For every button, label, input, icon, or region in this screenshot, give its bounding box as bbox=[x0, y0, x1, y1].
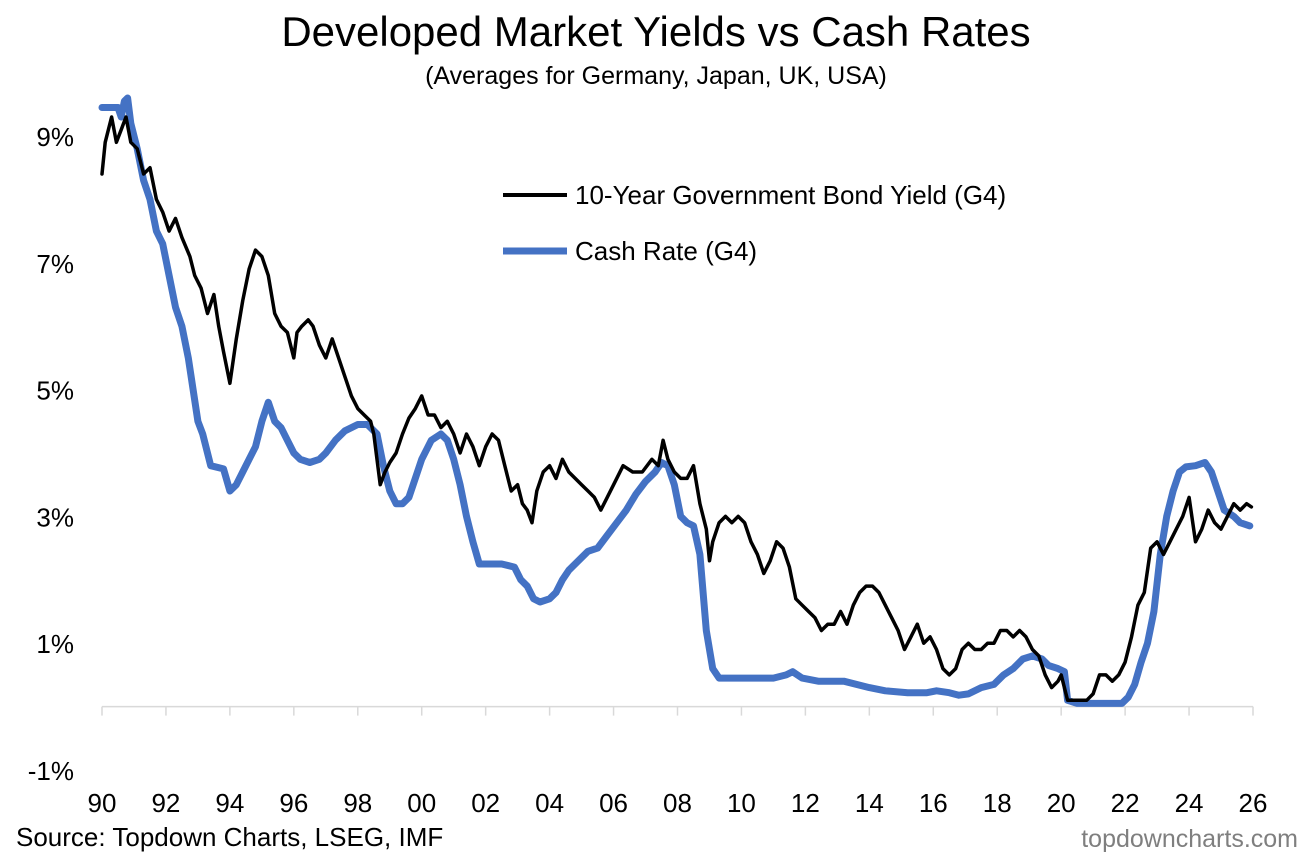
x-tick-label: 04 bbox=[535, 788, 564, 818]
x-tick-label: 06 bbox=[599, 788, 628, 818]
chart-title: Developed Market Yields vs Cash Rates bbox=[281, 8, 1031, 55]
legend-label-bond-yield: 10-Year Government Bond Yield (G4) bbox=[575, 180, 1006, 210]
x-tick-label: 22 bbox=[1111, 788, 1140, 818]
x-tick-label: 24 bbox=[1175, 788, 1204, 818]
x-tick-label: 00 bbox=[407, 788, 436, 818]
x-axis: 90 92 94 96 98 00 02 04 06 08 10 12 14 16 18 20 22 24 26 bbox=[88, 705, 1268, 818]
x-tick-label: 92 bbox=[151, 788, 180, 818]
source-note: Source: Topdown Charts, LSEG, IMF bbox=[16, 822, 444, 852]
x-tick-label: 02 bbox=[471, 788, 500, 818]
x-tick-label: 96 bbox=[279, 788, 308, 818]
x-tick-label: 90 bbox=[88, 788, 117, 818]
y-tick-label: 1% bbox=[36, 629, 74, 659]
y-tick-label: 5% bbox=[36, 376, 74, 406]
y-tick-label: -1% bbox=[28, 756, 74, 786]
y-axis-tick-labels: -1% 1% 3% 5% 7% 9% bbox=[28, 122, 74, 786]
x-tick-label: 94 bbox=[215, 788, 244, 818]
x-tick-label: 16 bbox=[919, 788, 948, 818]
plot-area bbox=[98, 94, 1254, 707]
y-tick-label: 7% bbox=[36, 249, 74, 279]
x-tick-label: 10 bbox=[727, 788, 756, 818]
x-tick-label: 20 bbox=[1047, 788, 1076, 818]
x-tick-label: 08 bbox=[663, 788, 692, 818]
chart-subtitle: (Averages for Germany, Japan, UK, USA) bbox=[425, 62, 887, 90]
x-tick-label: 14 bbox=[855, 788, 884, 818]
x-tick-label: 98 bbox=[343, 788, 372, 818]
x-tick-label: 26 bbox=[1239, 788, 1268, 818]
watermark: topdowncharts.com bbox=[1081, 825, 1298, 853]
x-tick-label: 12 bbox=[791, 788, 820, 818]
legend-label-cash-rate: Cash Rate (G4) bbox=[575, 236, 757, 266]
y-tick-label: 3% bbox=[36, 502, 74, 532]
y-tick-label: 9% bbox=[36, 122, 74, 152]
legend: 10-Year Government Bond Yield (G4) Cash … bbox=[503, 180, 1006, 266]
bond-yield-line bbox=[100, 115, 1254, 703]
x-tick-label: 18 bbox=[983, 788, 1012, 818]
